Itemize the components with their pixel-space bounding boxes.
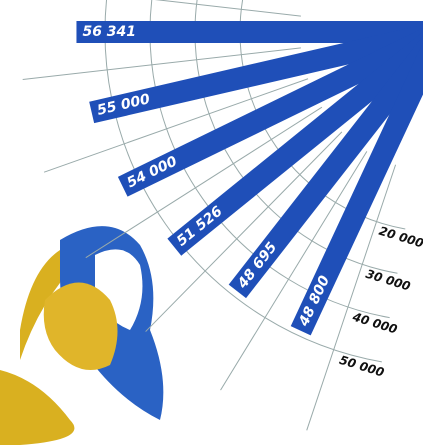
bar bbox=[228, 25, 423, 299]
bar-group bbox=[117, 22, 423, 197]
bar bbox=[290, 27, 423, 336]
mother-child-logo bbox=[0, 226, 164, 445]
tick-label: 50 000 bbox=[338, 353, 386, 380]
grid-spoke bbox=[22, 47, 301, 81]
bar-group bbox=[290, 27, 423, 336]
bar bbox=[89, 21, 423, 124]
logo-texture bbox=[0, 370, 75, 445]
grid-spoke bbox=[220, 151, 368, 391]
tick-label: 30 000 bbox=[364, 267, 412, 294]
value-label: 48 695 bbox=[234, 239, 280, 292]
logo-child bbox=[43, 282, 118, 370]
value-label: 51 526 bbox=[174, 203, 226, 249]
grid-spoke bbox=[306, 164, 397, 431]
bar-group bbox=[89, 21, 423, 124]
grid-spoke bbox=[85, 106, 323, 259]
value-label: 56 341 bbox=[82, 24, 136, 40]
bar bbox=[117, 22, 423, 197]
bar bbox=[167, 23, 423, 256]
grid-spoke bbox=[145, 131, 343, 332]
bar bbox=[76, 21, 423, 43]
grid-spoke bbox=[154, 0, 301, 17]
grid-arc bbox=[104, 0, 382, 363]
bar-group bbox=[228, 25, 423, 299]
bar-group bbox=[76, 21, 423, 43]
tick-label: 40 000 bbox=[350, 310, 399, 337]
bar-group bbox=[167, 23, 423, 256]
grid-spoke bbox=[43, 78, 309, 173]
